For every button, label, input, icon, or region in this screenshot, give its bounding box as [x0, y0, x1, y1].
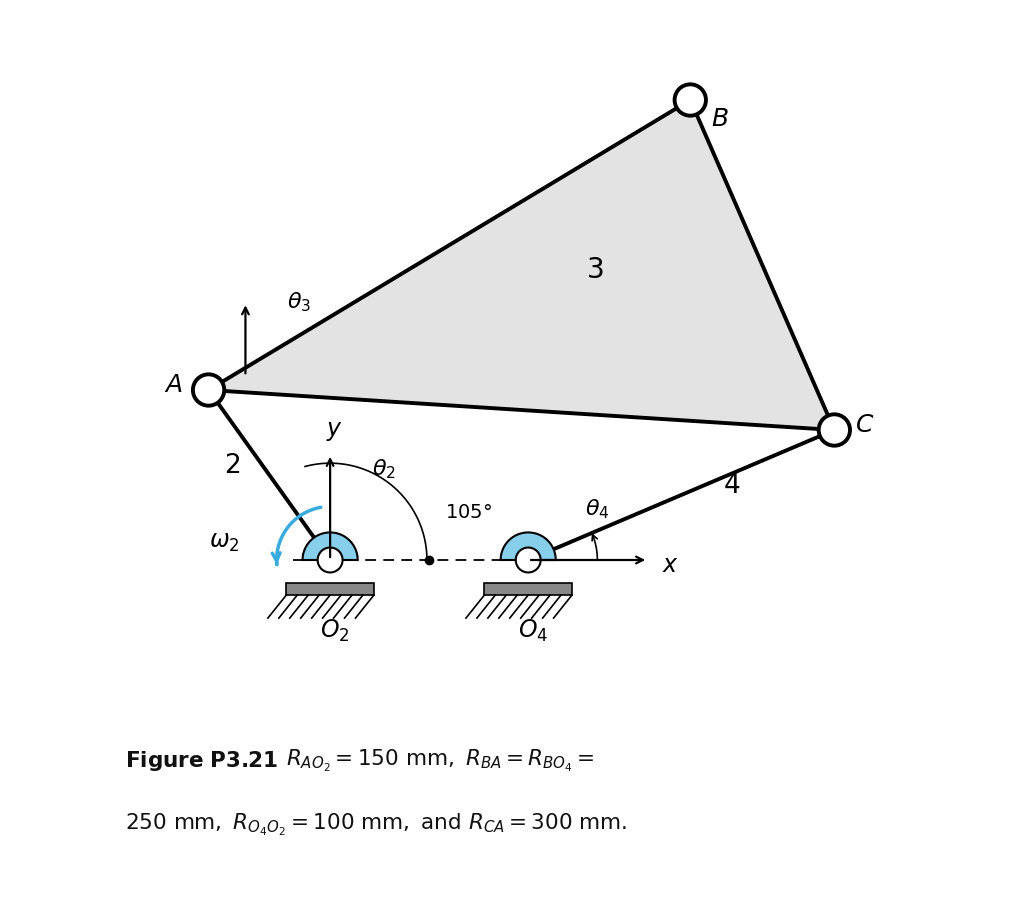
Text: $A$: $A$: [164, 373, 182, 397]
Text: $O_2$: $O_2$: [319, 618, 349, 644]
Text: $C$: $C$: [855, 413, 874, 437]
Circle shape: [317, 548, 343, 573]
Text: $R_{AO_2} = 150\ \mathrm{mm},\ R_{BA} = R_{BO_4} =$: $R_{AO_2} = 150\ \mathrm{mm},\ R_{BA} = …: [286, 748, 595, 774]
Text: $y$: $y$: [327, 419, 343, 443]
Text: $B$: $B$: [711, 107, 728, 131]
Circle shape: [675, 84, 706, 115]
Circle shape: [193, 374, 224, 406]
Bar: [484, 583, 572, 595]
Polygon shape: [501, 532, 556, 560]
Text: $\theta_3$: $\theta_3$: [287, 290, 311, 314]
Text: $\theta_4$: $\theta_4$: [585, 498, 609, 521]
Text: $105°$: $105°$: [445, 502, 493, 522]
Text: $\theta_2$: $\theta_2$: [372, 458, 395, 481]
Polygon shape: [209, 100, 835, 430]
Text: $\omega_2$: $\omega_2$: [209, 529, 240, 553]
Bar: [287, 583, 374, 595]
Text: 2: 2: [224, 453, 241, 479]
Polygon shape: [302, 532, 357, 560]
Circle shape: [516, 548, 541, 573]
Text: 3: 3: [588, 255, 605, 284]
Text: 4: 4: [724, 473, 740, 499]
Text: $O_4$: $O_4$: [518, 618, 548, 644]
Text: $250\ \mathrm{mm},\ R_{O_4O_2} = 100\ \mathrm{mm},\ \mathrm{and}\ R_{CA} = 300\ : $250\ \mathrm{mm},\ R_{O_4O_2} = 100\ \m…: [125, 812, 627, 838]
Circle shape: [818, 414, 850, 445]
Text: $\mathbf{Figure\ P3.21}$: $\mathbf{Figure\ P3.21}$: [125, 749, 279, 773]
Text: $x$: $x$: [662, 552, 679, 576]
